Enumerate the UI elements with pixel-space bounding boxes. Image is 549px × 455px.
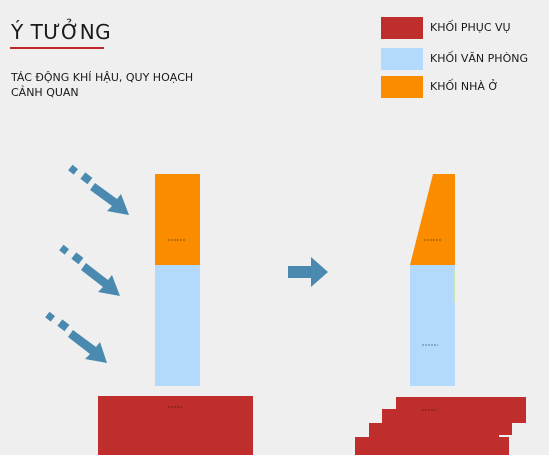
wind-arrow-middle xyxy=(59,244,120,296)
office-block-left xyxy=(155,265,200,386)
legend-label-office: KHỐI VĂN PHÒNG xyxy=(430,52,528,65)
wind-arrow-top xyxy=(68,164,129,215)
legend-item-office: KHỐI VĂN PHÒNG xyxy=(381,48,549,70)
office-block-right xyxy=(410,265,455,386)
page-subtitle: TÁC ĐỘNG KHÍ HẬU, QUY HOẠCH CẢNH QUAN xyxy=(11,71,194,99)
residential-block-right xyxy=(410,174,455,265)
transform-arrow xyxy=(288,257,328,287)
legend-swatch-service xyxy=(381,17,423,39)
service-block-left xyxy=(98,396,253,455)
legend-label-residential: KHỐI NHÀ Ở xyxy=(430,80,499,93)
legend-swatch-office xyxy=(381,48,423,70)
legend-item-residential: KHỐI NHÀ Ở xyxy=(381,76,549,98)
legend-swatch-residential xyxy=(381,76,423,98)
wind-arrow-bottom xyxy=(45,311,107,363)
legend-item-service: KHỐI PHỤC VỤ xyxy=(381,17,549,39)
service-block-right xyxy=(355,397,526,455)
page-title: Ý TƯỞNG xyxy=(11,20,112,44)
residential-block-left xyxy=(155,174,200,265)
title-underline xyxy=(10,47,104,49)
legend-label-service: KHỐI PHỤC VỤ xyxy=(430,21,511,34)
